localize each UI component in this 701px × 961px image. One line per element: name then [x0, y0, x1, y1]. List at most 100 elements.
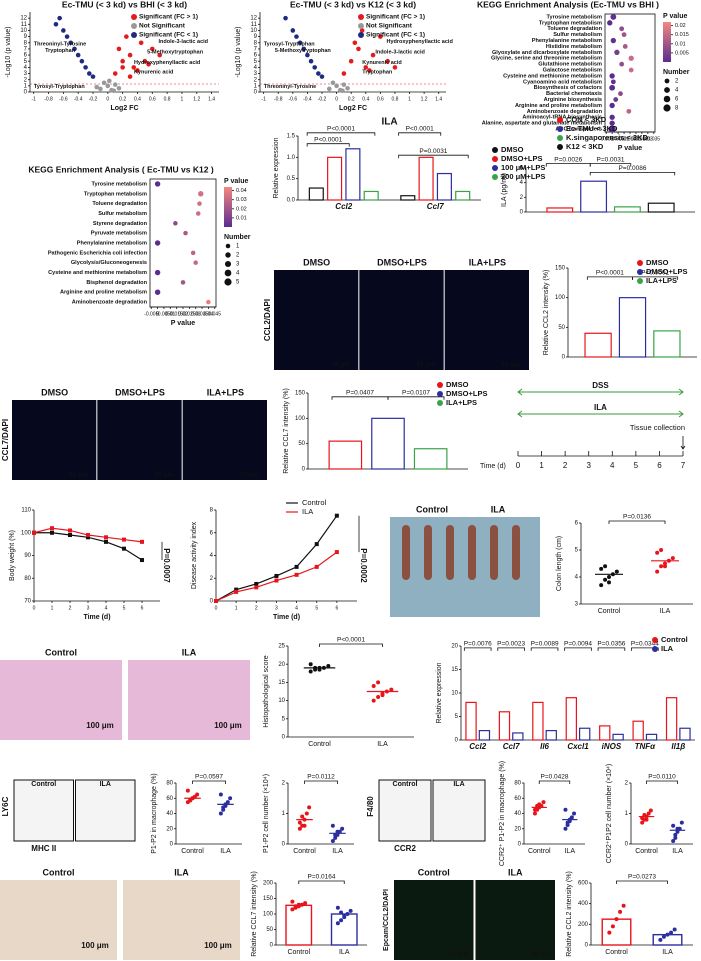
- legend-title: P value: [224, 178, 248, 185]
- x-tick-label: 0.02: [178, 311, 188, 317]
- x-tick-label: 3: [87, 605, 90, 611]
- point: [614, 569, 619, 574]
- size-label: 3: [236, 262, 240, 268]
- y-tick-label: 0: [210, 599, 214, 605]
- y-tick-label: 10: [451, 691, 458, 697]
- point: [385, 58, 390, 64]
- annotation: 5-Methoxytryptophan: [275, 48, 332, 54]
- x-tick-label: Control: [528, 848, 551, 855]
- bar: [418, 156, 434, 201]
- point: [607, 580, 611, 585]
- legend-label: Significant (FC > 1): [366, 14, 425, 21]
- y-axis-label: Relative CCL7 intensity (%): [251, 871, 258, 957]
- point: [659, 564, 664, 569]
- y-tick-label: 100: [21, 530, 32, 536]
- bar: [618, 297, 647, 358]
- y-axis-label: Relative CCL2 intensity (%): [543, 270, 550, 356]
- y-tick-label: 40: [514, 811, 521, 817]
- legend-marker: [557, 117, 563, 123]
- point: [679, 820, 684, 825]
- point: [146, 62, 151, 67]
- p-value: P<0.0001: [596, 270, 624, 277]
- x-tick-label: Il6: [540, 742, 549, 751]
- point: [157, 52, 163, 58]
- annotation: Kynurenic acid: [362, 60, 401, 66]
- term-label: Bisphenol degradation: [86, 280, 147, 286]
- point: [669, 930, 674, 935]
- image: [444, 270, 529, 370]
- point: [94, 84, 100, 90]
- image-label: 10 μm: [240, 472, 259, 479]
- size-label: 6: [675, 97, 679, 103]
- term-dot: [613, 97, 619, 102]
- x-tick-label: Control: [308, 741, 331, 748]
- point: [655, 550, 660, 555]
- term-label: Arginine and proline metabolism: [60, 290, 147, 296]
- p-value: P=0.0344: [631, 641, 659, 648]
- significance-bracket: [398, 132, 442, 136]
- point: [335, 905, 340, 910]
- point: [314, 564, 319, 569]
- point: [116, 46, 122, 52]
- annotation: Threoninyl-Tyrosine: [34, 41, 86, 47]
- image-label: Epcam/CCL2/DAPI: [383, 889, 390, 951]
- point: [673, 832, 678, 837]
- point: [371, 684, 376, 689]
- bar: [465, 701, 477, 741]
- point: [603, 564, 608, 569]
- annotation: Tryptophan: [45, 48, 76, 54]
- legend-marker: [358, 23, 364, 29]
- significance-bracket: [530, 647, 559, 651]
- legend-marker: [557, 126, 563, 132]
- image-label: ILA+LPS: [469, 257, 506, 267]
- y-tick-label: 0: [254, 90, 258, 96]
- point: [644, 817, 649, 822]
- x-axis-label: Log2 FC: [111, 105, 139, 112]
- image-label: ILA: [508, 867, 523, 877]
- image-label: 25 μm: [449, 951, 469, 958]
- period-arrow: [517, 410, 684, 418]
- point: [599, 583, 604, 588]
- p-value: P=0.0428: [540, 774, 568, 781]
- point: [380, 693, 385, 698]
- x-tick-label: 2: [563, 461, 568, 470]
- point: [101, 80, 107, 86]
- y-tick-label: 1: [254, 83, 258, 89]
- legend-label: Ec-TMU < 3KD: [566, 124, 618, 133]
- x-tick-label: 0.035: [196, 311, 209, 317]
- point: [127, 52, 133, 58]
- term-dot: [193, 260, 198, 265]
- x-tick-label: 1: [235, 605, 238, 611]
- point: [124, 34, 129, 39]
- term-label: Arginine and proline metabolism: [515, 103, 602, 109]
- x-tick-label: Ccl2: [335, 202, 352, 211]
- term-label: Glutathione metabolism: [538, 62, 602, 68]
- point: [312, 65, 318, 70]
- x-tick-label: Control: [605, 949, 628, 956]
- y-tick-label: 20: [451, 644, 458, 650]
- point: [563, 826, 568, 831]
- bar: [400, 195, 416, 201]
- image-label: ILA: [100, 781, 111, 788]
- bar: [413, 448, 448, 470]
- period-label: DSS: [592, 381, 609, 390]
- y-tick-label: 12: [250, 16, 257, 22]
- image-label: DMSO+LPS: [115, 387, 165, 397]
- point: [300, 814, 305, 819]
- legend-label: Significant (FC < 1): [366, 32, 425, 39]
- x-tick-label: Il1β: [671, 742, 685, 751]
- x-tick-label: 0: [335, 96, 338, 102]
- colon: [402, 525, 410, 580]
- y-tick-label: 2: [24, 77, 28, 83]
- x-tick-label: 1: [408, 96, 411, 102]
- point: [339, 918, 344, 923]
- x-tick-label: 0.03: [643, 136, 653, 142]
- term-label: Cyanoamino acid metabolism: [523, 79, 602, 85]
- y-tick-label: 6: [210, 530, 214, 536]
- image-label: Control: [45, 647, 77, 657]
- y-tick-label: 0: [585, 943, 589, 949]
- image-label: 100 μm: [204, 941, 232, 950]
- point: [293, 904, 298, 909]
- y-tick-label: 5: [282, 716, 286, 722]
- significance-bracket: [192, 780, 226, 784]
